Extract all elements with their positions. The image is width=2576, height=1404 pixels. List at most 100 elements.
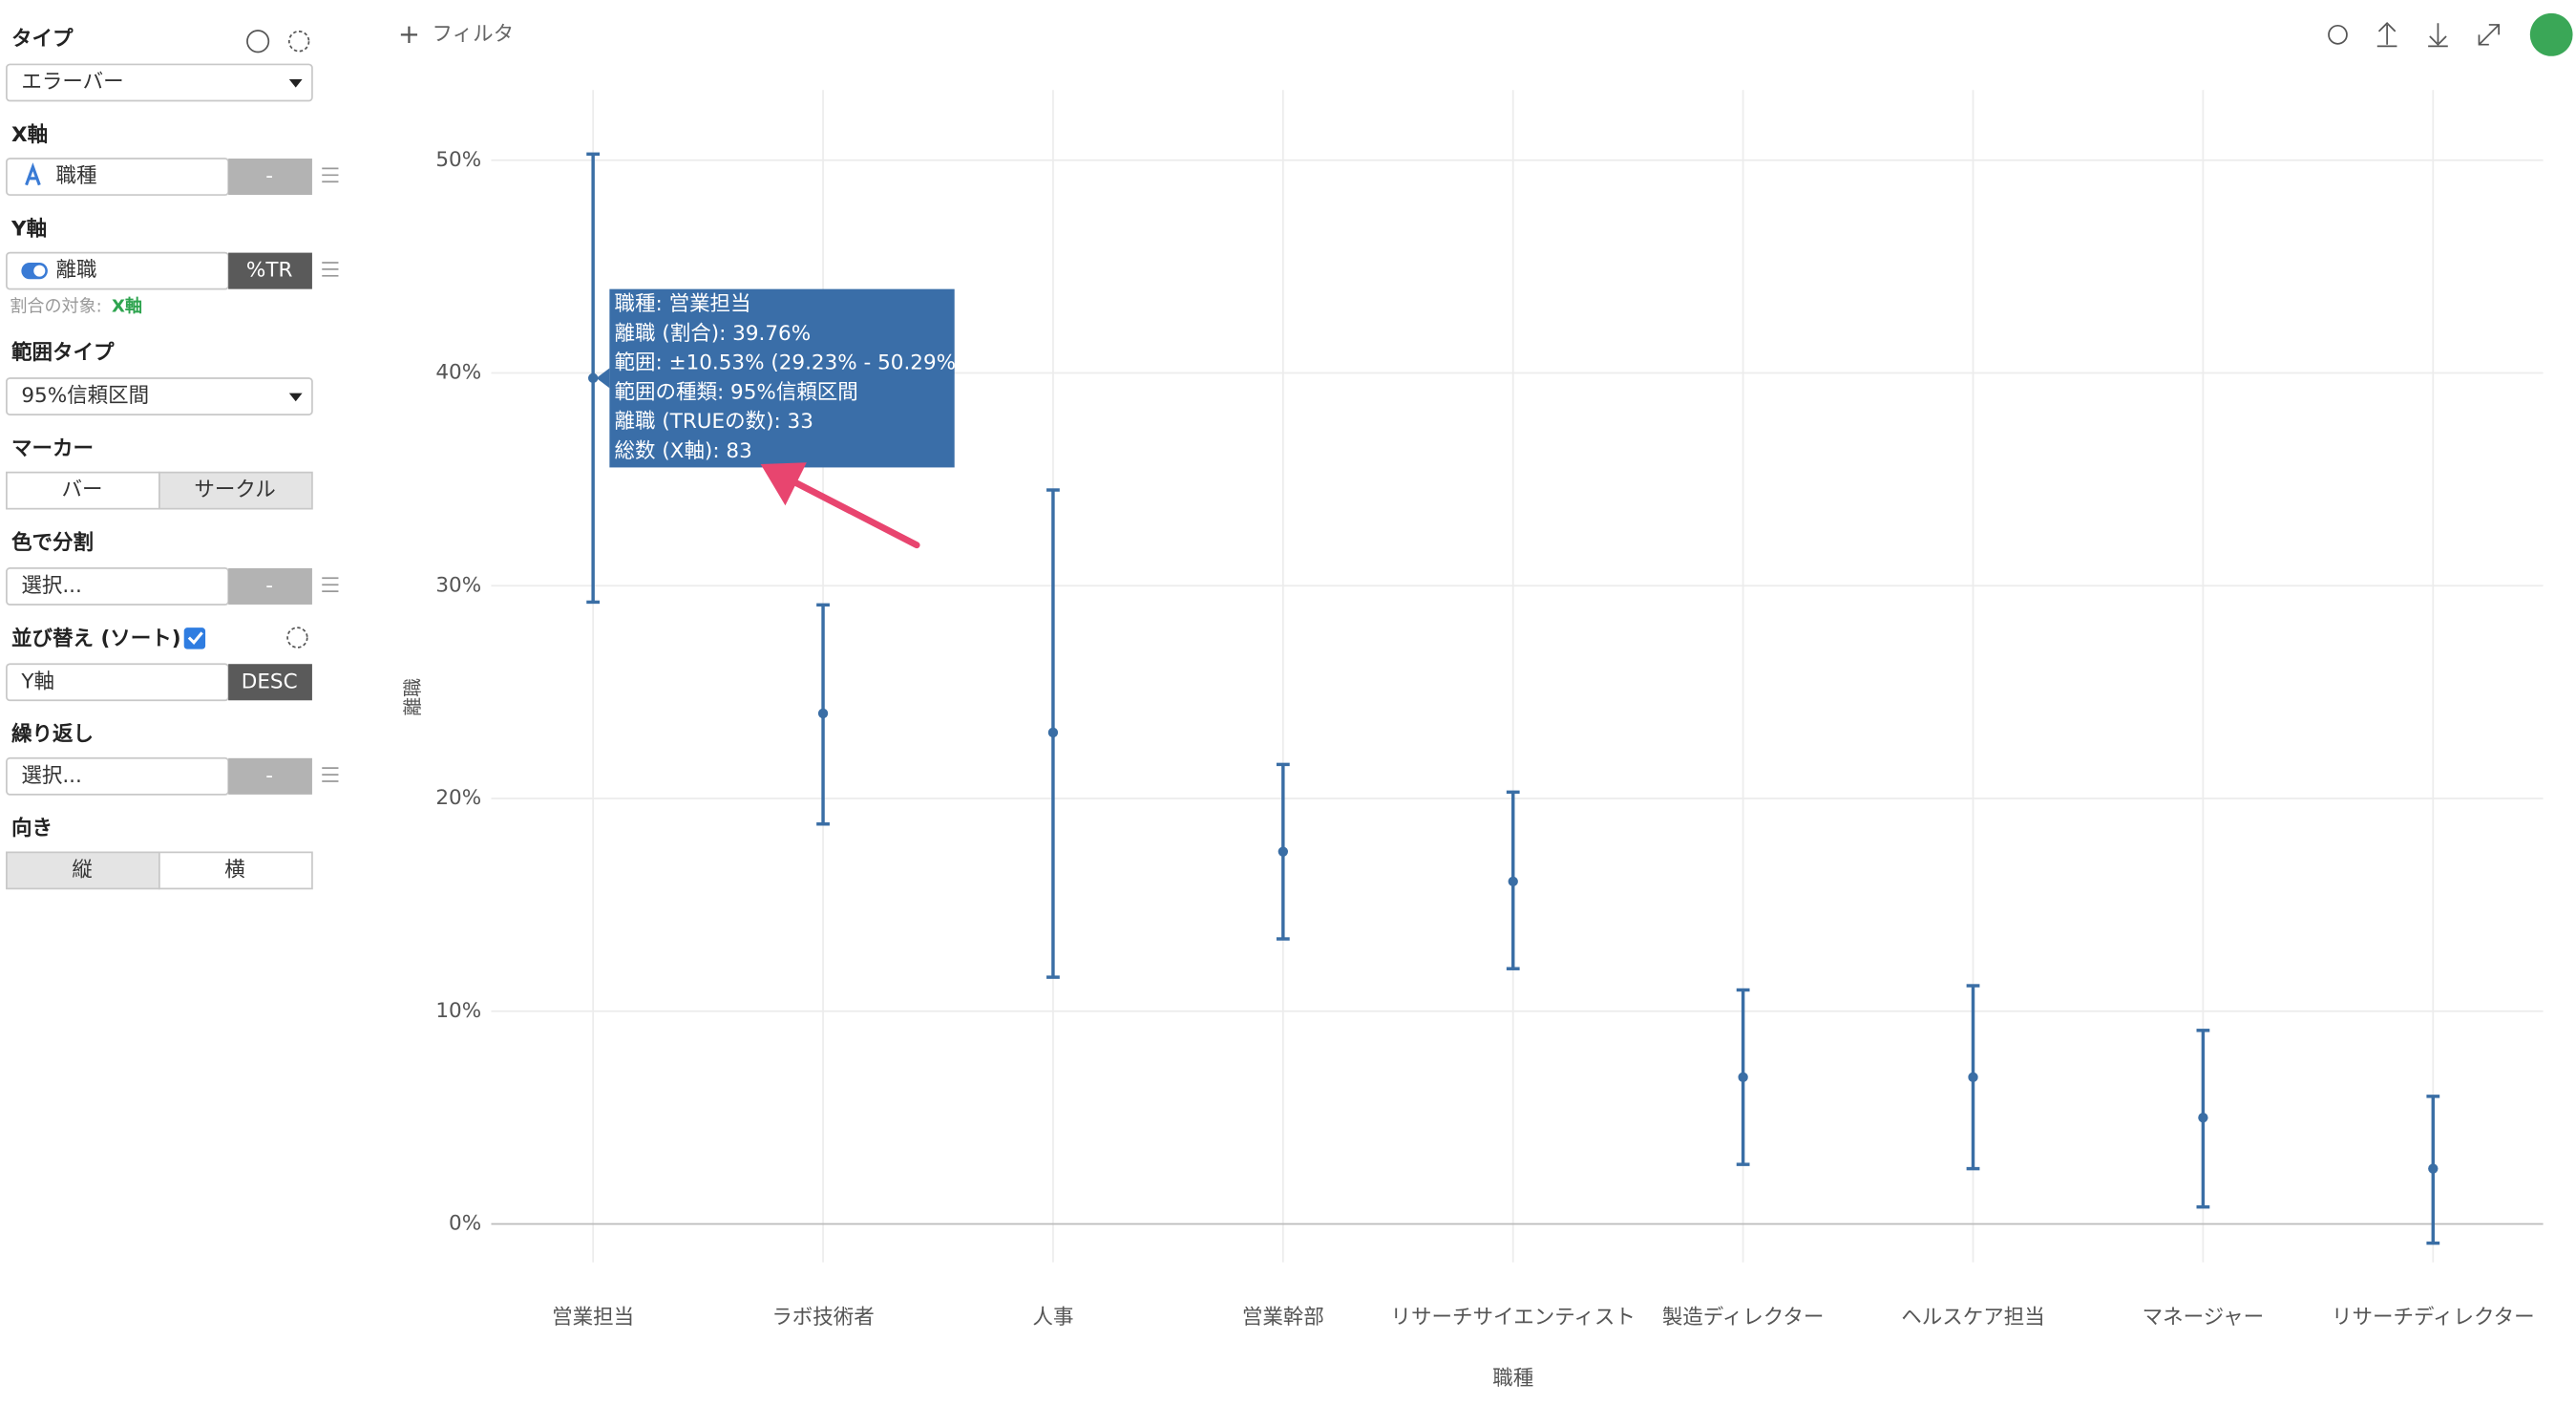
segment[interactable] bbox=[158, 851, 313, 890]
x-tick-label: 人事 bbox=[1032, 1306, 1073, 1330]
y-tick-label: 20% bbox=[435, 786, 481, 810]
field-value: 選択... bbox=[21, 574, 81, 598]
arrow-head bbox=[760, 462, 807, 506]
button[interactable] bbox=[228, 159, 312, 196]
button[interactable] bbox=[228, 664, 312, 701]
dropdown-box bbox=[6, 377, 313, 415]
label: 繰り返し bbox=[11, 722, 94, 747]
tooltip-line: 範囲: ±10.53% (29.23% - 50.29%) bbox=[615, 351, 964, 375]
type-dropdown[interactable]: エラーバー bbox=[6, 63, 313, 102]
tooltip-line: 職種: 営業担当 bbox=[615, 292, 751, 316]
field-box[interactable] bbox=[6, 158, 230, 196]
checkbox[interactable] bbox=[183, 628, 206, 649]
button-text: - bbox=[265, 574, 273, 598]
download-icon[interactable] bbox=[2428, 23, 2448, 48]
point bbox=[817, 708, 829, 719]
button-text: - bbox=[265, 164, 273, 188]
dropdown-value: エラーバー bbox=[21, 70, 123, 94]
caret bbox=[288, 393, 303, 402]
segment-text: サークル bbox=[194, 479, 275, 502]
tooltip-box bbox=[609, 288, 955, 468]
x-tick-label: リサーチサイエンティスト bbox=[1391, 1306, 1636, 1330]
field-value: 職種 bbox=[56, 164, 97, 188]
field-value: 離職 bbox=[56, 259, 97, 283]
button[interactable] bbox=[228, 757, 312, 795]
comment-icon[interactable] bbox=[2328, 24, 2348, 45]
x-tick-label: マネージャー bbox=[2143, 1306, 2264, 1330]
y-tick-label: 50% bbox=[435, 148, 481, 172]
annotation-arrow bbox=[760, 462, 920, 549]
button-text: DESC bbox=[242, 670, 298, 693]
label: 範囲タイプ bbox=[11, 340, 115, 365]
range-dropdown[interactable]: 95%信頼区間 bbox=[6, 377, 313, 415]
dropdown-box bbox=[6, 63, 313, 102]
label: 並び替え (ソート) bbox=[11, 626, 181, 650]
button[interactable] bbox=[228, 252, 312, 289]
y-tick-label: 30% bbox=[435, 573, 481, 597]
tooltip-line: 離職 (TRUEの数): 33 bbox=[615, 410, 813, 434]
note: 割合の対象: bbox=[10, 297, 101, 317]
point bbox=[587, 372, 599, 384]
chart: 離職 職種 0% 10% 20% 30% 40% 50% 営業担当 ラボ技術者 人事 営業幹部 リサ… bbox=[402, 90, 2544, 1391]
label: 色で分割 bbox=[11, 530, 94, 555]
settings-icon[interactable] bbox=[286, 627, 308, 649]
toggle-knob bbox=[33, 265, 46, 277]
label: タイプ bbox=[11, 27, 74, 51]
label: 向き bbox=[11, 816, 53, 840]
x-tick-label: 製造ディレクター bbox=[1662, 1306, 1825, 1330]
field-value: 選択... bbox=[21, 764, 81, 788]
pin-button[interactable] bbox=[2529, 12, 2573, 56]
point bbox=[1277, 846, 1288, 857]
label: X軸 bbox=[11, 122, 48, 147]
y-tick-label: 40% bbox=[435, 360, 481, 384]
x-tick-label: ラボ技術者 bbox=[771, 1306, 874, 1330]
x-tick-label: 営業幹部 bbox=[1242, 1306, 1324, 1330]
sidebar: タイプ エラーバー X軸 職種 - Y軸 離職 %TR 割合の対象: X軸 範囲… bbox=[6, 27, 339, 890]
y-tick-label: 0% bbox=[449, 1211, 481, 1235]
y-axis-title: 離職 bbox=[402, 678, 424, 716]
tooltip-pointer bbox=[596, 368, 610, 389]
x-tick-label: リサーチディレクター bbox=[2332, 1306, 2535, 1330]
tooltip-line: 総数 (X軸): 83 bbox=[615, 439, 752, 463]
menu-icon[interactable] bbox=[322, 167, 339, 183]
tooltip-line: 離職 (割合): 39.76% bbox=[615, 322, 812, 346]
label: マーカー bbox=[11, 436, 94, 460]
settings-icon[interactable] bbox=[287, 30, 310, 53]
toolbar: フィルタ bbox=[400, 12, 2573, 56]
expand-icon[interactable] bbox=[2478, 24, 2500, 46]
dropdown-value: 95%信頼区間 bbox=[21, 384, 149, 408]
point bbox=[2198, 1112, 2208, 1123]
tooltip-line: 範囲の種類: 95%信頼区間 bbox=[615, 380, 858, 404]
x-axis-title: 職種 bbox=[1492, 1367, 1533, 1391]
caret bbox=[288, 79, 303, 88]
segment[interactable] bbox=[6, 471, 160, 510]
segment-text: 縦 bbox=[72, 858, 92, 882]
field-value: Y軸 bbox=[20, 670, 54, 693]
segment-text: バー bbox=[62, 479, 103, 502]
menu-icon[interactable] bbox=[322, 262, 339, 277]
upload-icon[interactable] bbox=[2376, 21, 2397, 48]
filter-button[interactable]: フィルタ bbox=[433, 22, 515, 46]
point bbox=[1047, 727, 1059, 738]
text-type-icon bbox=[25, 162, 41, 186]
segment-selected[interactable] bbox=[158, 471, 313, 510]
point bbox=[1508, 876, 1518, 887]
x-tick-label: 営業担当 bbox=[552, 1306, 634, 1330]
menu-icon[interactable] bbox=[322, 577, 339, 592]
x-tick-label: ヘルスケア担当 bbox=[1901, 1306, 2044, 1330]
menu-icon[interactable] bbox=[322, 767, 339, 782]
button-text: %TR bbox=[246, 259, 293, 283]
check bbox=[187, 631, 203, 646]
y-tick-label: 10% bbox=[435, 999, 481, 1023]
button[interactable] bbox=[228, 567, 312, 605]
segment-text: 横 bbox=[224, 858, 244, 882]
help-icon[interactable] bbox=[246, 30, 270, 53]
label: Y軸 bbox=[11, 216, 47, 241]
point bbox=[1738, 1072, 1748, 1083]
plus-icon bbox=[400, 26, 418, 43]
segment-selected[interactable] bbox=[6, 851, 160, 890]
point bbox=[1968, 1072, 1978, 1083]
point bbox=[2428, 1163, 2439, 1174]
